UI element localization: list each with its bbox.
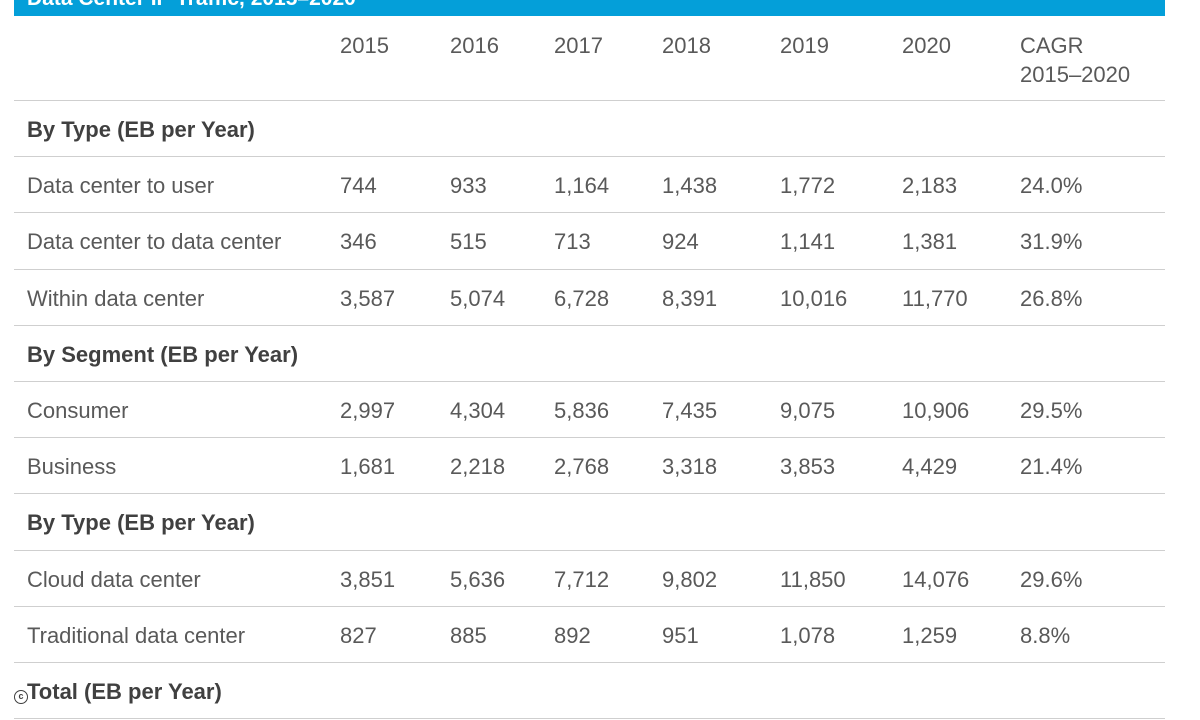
column-header-year: 2015 (340, 33, 389, 58)
column-header-year: 2018 (662, 33, 711, 58)
table-cell: 11,850 (780, 566, 846, 592)
row-label: Business (27, 454, 117, 480)
table-cell: 2,183 (902, 173, 958, 199)
table-cell: 1,078 (780, 622, 836, 648)
cagr-cell: 31.9% (1020, 229, 1083, 255)
table-cell: 7,435 (662, 398, 718, 423)
table-cell: 924 (662, 229, 699, 255)
table-cell: 7,712 (554, 566, 610, 592)
table-title-bar: Data Center IP Traffic, 2015–2020 (14, 0, 1165, 16)
table-cell: 5,074 (450, 285, 506, 311)
column-header-cagr: CAGR (1020, 33, 1084, 58)
table-cell: 9,075 (780, 398, 836, 423)
table-cell: 3,587 (340, 285, 396, 311)
section-row: By Type (EB per Year) (14, 100, 1165, 158)
table-cell: 1,772 (780, 173, 836, 199)
section-label: By Segment (EB per Year) (27, 341, 299, 367)
row-label: Within data center (27, 285, 205, 311)
table-cell: 14,076 (902, 566, 970, 592)
table-cell: 1,141 (780, 229, 836, 255)
cagr-cell: 8.8% (1020, 622, 1071, 648)
table-cell: 1,681 (340, 454, 396, 480)
column-header-year: 2020 (902, 33, 951, 58)
table-cell: 346 (340, 229, 377, 255)
row-label: Data center to user (27, 173, 215, 199)
table-cell: 5,636 (450, 566, 506, 592)
section-row: By Segment (EB per Year) (14, 325, 1165, 382)
section-label: By Type (EB per Year) (27, 117, 255, 142)
table-cell: 4,429 (902, 454, 958, 480)
table-row: Business 1,681 2,218 2,768 3,318 3,853 4,429 21… (14, 437, 1165, 495)
table-cell: 933 (450, 173, 487, 199)
table-cell: 8,391 (662, 285, 718, 311)
table-title: Data Center IP Traffic, 2015–2020 (27, 0, 356, 11)
table-cell: 951 (662, 622, 699, 648)
row-label: Data center to data center (27, 229, 282, 255)
table-cell: 1,164 (554, 173, 610, 199)
cagr-cell: 29.6% (1020, 566, 1083, 592)
column-header-year: 2019 (780, 33, 829, 58)
table-cell: 713 (554, 229, 591, 255)
column-header-cagr-range: 2015–2020 (1020, 62, 1131, 87)
column-header-year: 2017 (554, 33, 603, 58)
table-row: Cloud data center 3,851 5,636 7,712 9,802 11,… (14, 550, 1165, 607)
table-row: Traditional data center 827 885 892 951 1,078… (14, 606, 1165, 663)
row-label: Cloud data center (27, 566, 201, 592)
table-cell: 515 (450, 229, 487, 255)
table-cell: 3,851 (340, 566, 396, 592)
section-label: Total (EB per Year) (27, 679, 222, 704)
cagr-cell: 29.5% (1020, 398, 1083, 423)
table-cell: 885 (450, 622, 487, 648)
table-cell: 2,768 (554, 454, 610, 480)
row-label: Consumer (27, 398, 129, 423)
table-cell: 10,016 (780, 285, 848, 311)
table-cell: 3,318 (662, 454, 718, 480)
row-label: Traditional data center (27, 622, 246, 648)
table-cell: 5,836 (554, 398, 610, 423)
cagr-cell: 26.8% (1020, 285, 1083, 311)
table-cell: 9,802 (662, 566, 718, 592)
table-cell: 11,770 (902, 285, 968, 311)
table-row: Within data center 3,587 5,074 6,728 8,391 10… (14, 269, 1165, 326)
header-row: 2015 2016 2017 2018 2019 2020 CAGR 2015–2020 (14, 16, 1165, 101)
cagr-cell: 21.4% (1020, 454, 1083, 480)
table-row: Data center to data center 346 515 713 924 1,… (14, 212, 1165, 270)
copyright-icon: c (14, 690, 28, 704)
table-cell: 744 (340, 173, 377, 199)
column-header-year: 2016 (450, 33, 499, 58)
section-row: By Type (EB per Year) (14, 493, 1165, 551)
table-cell: 1,259 (902, 622, 958, 648)
table-cell: 2,997 (340, 398, 396, 423)
table-cell: 892 (554, 622, 591, 648)
table-cell: 2,218 (450, 454, 506, 480)
cagr-cell: 24.0% (1020, 173, 1083, 199)
table-cell: 4,304 (450, 398, 506, 423)
table-cell: 1,381 (902, 229, 958, 255)
table-cell: 827 (340, 622, 377, 648)
table-row: Consumer 2,997 4,304 5,836 7,435 9,075 10,906 2… (14, 381, 1165, 439)
table-cell: 6,728 (554, 285, 610, 311)
table-cell: 1,438 (662, 173, 718, 199)
table-row: Data center to user 744 933 1,164 1,438 1,772… (14, 156, 1165, 214)
section-row: Total (EB per Year) (14, 662, 1165, 720)
table-cell: 10,906 (902, 398, 970, 423)
table-cell: 3,853 (780, 454, 836, 480)
section-label: By Type (EB per Year) (27, 510, 255, 536)
